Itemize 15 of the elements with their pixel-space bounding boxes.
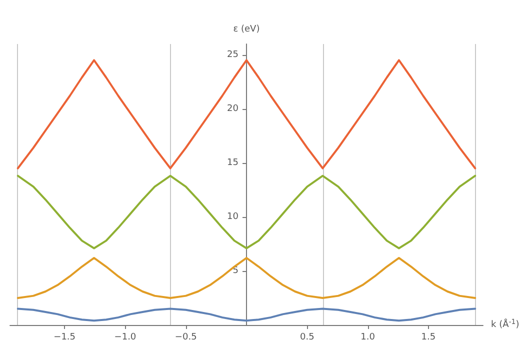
x-tick-label: −1.0 — [114, 332, 136, 342]
line-series — [16, 256, 476, 299]
x-tick-label: 1.0 — [360, 332, 376, 342]
y-axis-title: ε (eV) — [233, 24, 260, 34]
line-series — [16, 174, 476, 250]
x-tick-label: −1.5 — [54, 332, 76, 342]
y-tick-label: 20 — [227, 104, 239, 114]
y-tick-label: 10 — [227, 212, 239, 222]
y-tick-label: 25 — [227, 50, 238, 60]
x-tick-label: 1.5 — [421, 332, 436, 342]
y-tick-label: 15 — [227, 158, 238, 168]
line-series — [16, 308, 476, 322]
x-tick-label: 0.5 — [300, 332, 314, 342]
line-series — [16, 59, 476, 170]
x-tick-label: −0.5 — [174, 332, 197, 342]
